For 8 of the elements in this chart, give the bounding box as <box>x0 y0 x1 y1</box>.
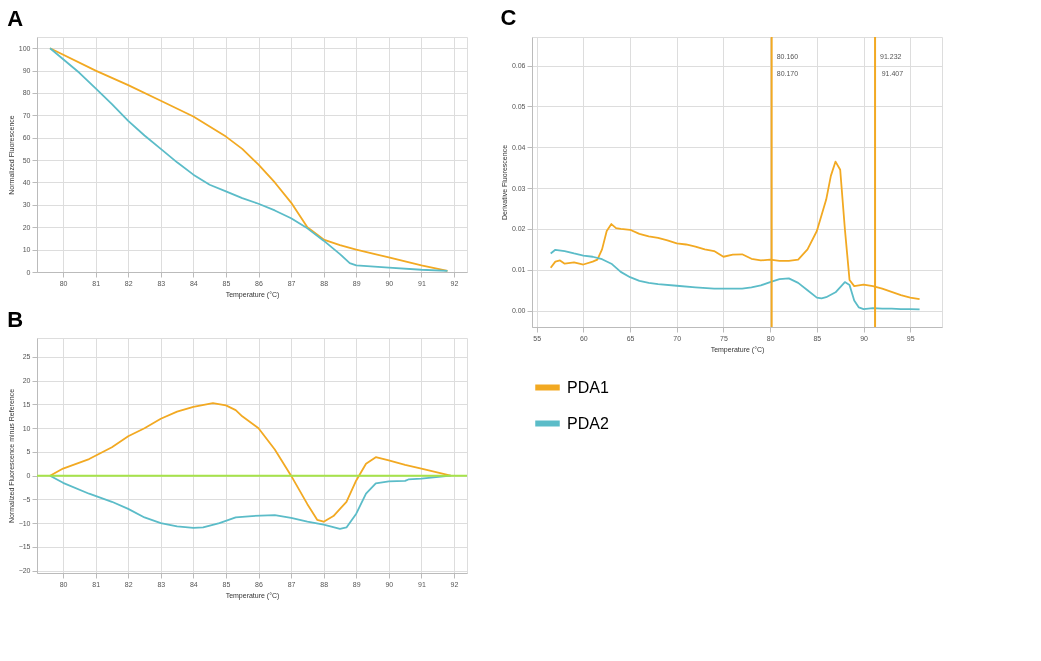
legend-label: PDA1 <box>567 378 609 396</box>
chart-title: B <box>7 307 24 332</box>
line-series <box>49 402 452 523</box>
legend-label: PDA2 <box>567 414 609 432</box>
line-series <box>549 248 921 311</box>
chart-title: A <box>7 6 24 31</box>
chart-title: C <box>500 5 517 30</box>
line-series <box>49 47 449 272</box>
